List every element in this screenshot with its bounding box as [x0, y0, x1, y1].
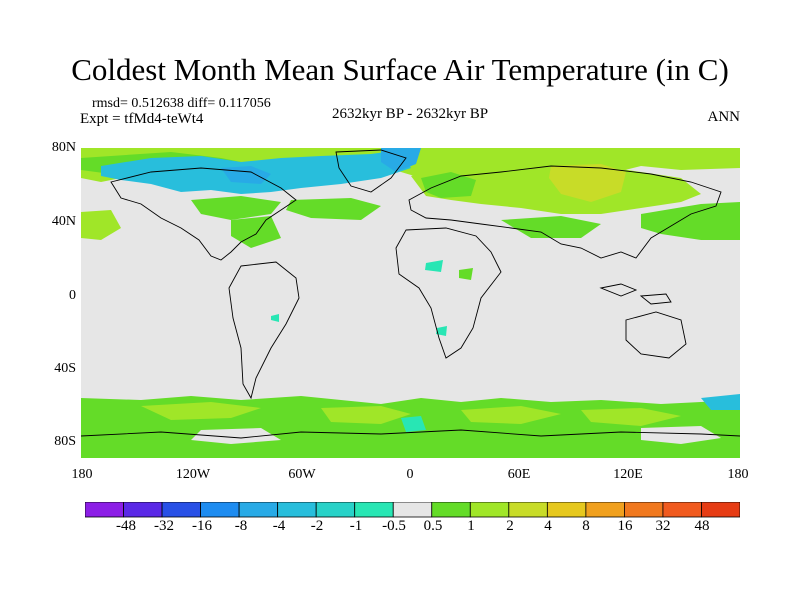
legend-swatch-6: [277, 502, 317, 518]
lon-label-120e: 120E: [613, 467, 643, 482]
legend-swatch-17: [701, 502, 740, 518]
legend-label-11: 2: [506, 518, 514, 534]
lon-label-180e: 180: [727, 467, 749, 482]
map-title: Coldest Month Mean Surface Air Temperatu…: [71, 52, 729, 87]
legend-swatch-7: [315, 502, 356, 518]
lon-label-180w: 180: [71, 467, 93, 482]
lat-label-80s: 80S: [54, 434, 76, 449]
legend-swatch-3: [161, 502, 201, 518]
coastlines: [81, 149, 740, 439]
legend-swatch-4: [200, 502, 240, 518]
legend-swatch-8: [354, 502, 394, 518]
legend-label-10: 1: [467, 518, 475, 534]
lon-label-0: 0: [406, 467, 414, 482]
lon-label-60w: 60W: [288, 467, 316, 482]
legend-swatch-16: [662, 502, 702, 518]
legend-swatch-9: [392, 502, 433, 518]
anomaly-fields: [81, 148, 740, 458]
legend-label-13: 8: [582, 518, 590, 534]
legend-swatch-5: [238, 502, 279, 518]
legend-swatch-13: [546, 502, 587, 518]
stats-text: rmsd= 0.512638 diff= 0.117056: [92, 96, 271, 111]
legend-label-12: 4: [544, 518, 552, 534]
season-label: ANN: [707, 109, 741, 125]
legend-swatch-10: [431, 502, 471, 518]
lon-label-60e: 60E: [507, 467, 531, 482]
legend-swatch-15: [624, 502, 664, 518]
legend-swatch-2: [123, 502, 163, 518]
legend-label-1: -48: [116, 518, 136, 534]
legend-label-6: -2: [310, 518, 324, 534]
legend-label-2: -32: [154, 518, 174, 534]
legend-label-5: -4: [272, 518, 286, 534]
legend-label-8: -0.5: [382, 518, 406, 534]
legend-label-4: -8: [234, 518, 248, 534]
lat-label-80n: 80N: [51, 140, 76, 155]
legend-swatch-1: [85, 502, 124, 518]
legend-label-15: 32: [655, 518, 671, 534]
legend-swatch-11: [469, 502, 510, 518]
legend-label-14: 16: [617, 518, 633, 534]
experiment-label: Expt = tfMd4-teWt4: [80, 111, 204, 127]
legend-label-3: -16: [192, 518, 212, 534]
color-legend: [85, 502, 740, 518]
lon-label-120w: 120W: [175, 467, 211, 482]
legend-swatch-14: [585, 502, 625, 518]
lat-label-40n: 40N: [51, 214, 76, 229]
legend-swatch-12: [508, 502, 548, 518]
legend-label-7: -1: [349, 518, 363, 534]
lat-label-40s: 40S: [54, 361, 76, 376]
period-label: 2632kyr BP - 2632kyr BP: [331, 106, 489, 122]
legend-label-9: 0.5: [423, 518, 443, 534]
world-map: [81, 148, 740, 458]
legend-label-16: 48: [694, 518, 710, 534]
lat-label-0: 0: [69, 288, 76, 303]
